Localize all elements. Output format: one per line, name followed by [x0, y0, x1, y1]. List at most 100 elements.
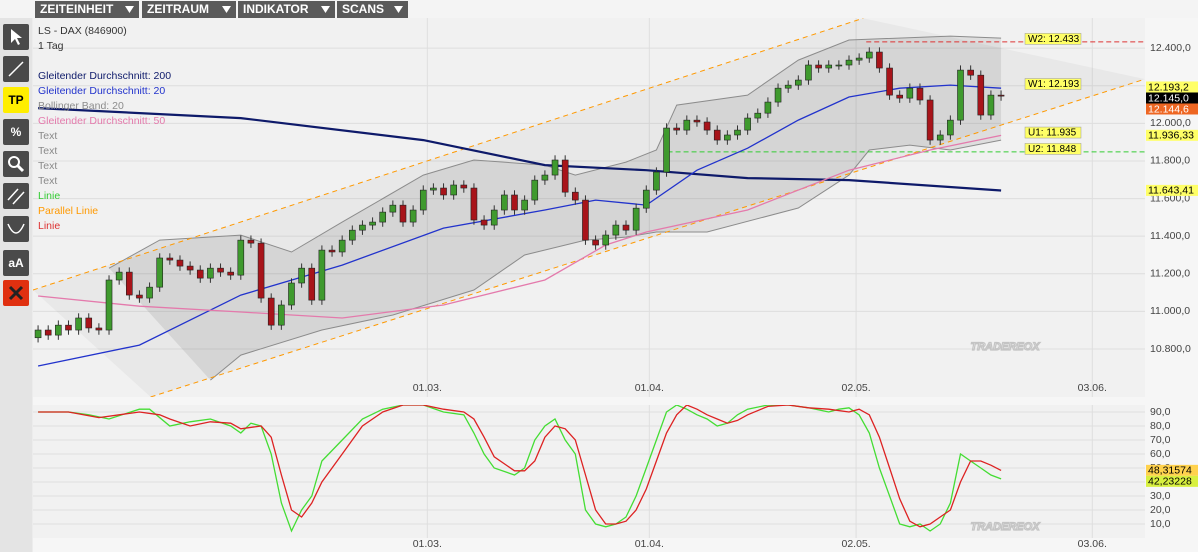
line-tool[interactable] — [3, 56, 29, 82]
candle-body — [267, 297, 275, 326]
menu-label: INDIKATOR — [243, 2, 309, 16]
caret — [125, 6, 134, 13]
text-tool[interactable]: aA — [3, 250, 29, 276]
candle-body — [440, 187, 447, 196]
price-label: 12.145,0 — [1148, 92, 1189, 104]
legend-entry: Linie — [38, 190, 60, 202]
curve-tool[interactable] — [3, 216, 29, 242]
menu-label: ZEITRAUM — [147, 2, 209, 16]
candle-body — [105, 279, 113, 331]
candle-body — [592, 239, 599, 246]
candle-body — [886, 67, 893, 96]
candle-body — [196, 269, 204, 279]
candle-body — [95, 327, 103, 331]
menu-label: ZEITEINHEIT — [40, 2, 114, 16]
parallel-tool[interactable] — [3, 183, 29, 209]
candle-body — [338, 239, 346, 253]
candle-body — [136, 294, 143, 299]
bollinger-lower — [210, 139, 1002, 381]
candle-body — [379, 211, 387, 223]
candle-body — [876, 51, 883, 69]
menu-button[interactable]: ZEITRAUM — [142, 1, 236, 18]
y-tick-label: 12.000,0 — [1150, 117, 1191, 129]
candle-body — [247, 239, 255, 244]
candle-body — [632, 207, 640, 231]
icon — [7, 223, 25, 234]
y-tick-label: 60,0 — [1150, 448, 1171, 460]
candle-body — [896, 94, 903, 99]
candle-body — [480, 219, 488, 226]
level-box — [1024, 126, 1082, 139]
tp-tool[interactable]: TP — [3, 87, 29, 113]
candle-body — [926, 99, 934, 141]
candle-body — [642, 189, 650, 209]
candle-body — [227, 271, 234, 276]
price-plot: TRADEREOX — [33, 18, 1145, 397]
candle-body — [744, 117, 751, 131]
oscillator-plot: TRADEREOX — [33, 405, 1145, 538]
menu-button[interactable]: ZEITEINHEIT — [35, 1, 139, 18]
level-label: W1: 12.193 — [1028, 79, 1080, 90]
candle-body — [389, 204, 397, 213]
candle-body — [156, 257, 164, 288]
x-tick-label: 03.06. — [1078, 382, 1107, 394]
legend-entry: Bollinger Band: 20 — [38, 100, 124, 112]
y-tick-label: 11.400,0 — [1150, 230, 1190, 242]
candle-body — [176, 259, 184, 267]
y-tick-label: 11.800,0 — [1150, 155, 1190, 167]
chart-subtitle: 1 Tag — [38, 40, 64, 52]
candle-body — [865, 51, 873, 59]
candle-body — [947, 119, 954, 136]
percent-tool[interactable]: % — [3, 119, 29, 145]
candle-body — [612, 224, 620, 236]
y-tick-label: 20,0 — [1150, 504, 1171, 516]
caret — [321, 6, 330, 13]
x-tick-label: 02.05. — [842, 538, 871, 550]
delete-tool[interactable] — [3, 280, 29, 306]
candle-body — [65, 324, 72, 331]
price-label: 12.193,2 — [1148, 81, 1189, 93]
parallel-line — [150, 78, 1145, 397]
price-label: 11.936,33 — [1148, 130, 1194, 142]
candle-body — [369, 221, 376, 226]
overlay: 10.800,011.000,011.200,011.400,011.600,0… — [38, 25, 1198, 550]
cursor-tool[interactable] — [3, 24, 29, 50]
icon — [8, 61, 24, 77]
legend-entry: Text — [38, 145, 57, 157]
value-label-box — [1146, 475, 1198, 487]
legend-entry: Parallel Linie — [38, 205, 98, 217]
candle-body — [967, 69, 974, 76]
oscillator-line — [38, 405, 1002, 533]
icon — [7, 188, 25, 205]
candle-body — [288, 282, 295, 306]
menu-button[interactable]: SCANS — [337, 1, 408, 18]
candle-body — [257, 242, 265, 299]
candle-body — [125, 271, 133, 296]
y-tick-label: 10.800,0 — [1150, 343, 1191, 355]
candle-body — [957, 69, 964, 121]
zoom-tool[interactable] — [3, 151, 29, 177]
candle-body — [835, 64, 843, 67]
candle-body — [825, 64, 833, 69]
candle-body — [207, 267, 214, 279]
candle-body — [490, 209, 498, 226]
candle-body — [278, 304, 285, 326]
menu-button[interactable]: INDIKATOR — [238, 1, 335, 18]
candle-body — [784, 84, 792, 89]
oscillator-line — [38, 405, 1002, 528]
level-label: U1: 11.935 — [1028, 128, 1077, 139]
icon — [11, 29, 22, 45]
y-tick-label: 70,0 — [1150, 434, 1171, 446]
candle-body — [541, 174, 549, 181]
legend-entry: Gleitender Durchschnitt: 200 — [38, 70, 171, 82]
candle-body — [561, 159, 569, 193]
icon — [8, 156, 25, 173]
candle-body — [166, 257, 174, 261]
candle-body — [693, 119, 701, 123]
candle-body — [997, 94, 1005, 97]
x-tick-label: 03.06. — [1078, 538, 1107, 550]
legend-entry: Gleitender Durchschnitt: 50 — [38, 115, 165, 127]
candle-body — [795, 79, 802, 86]
y-tick-label: 11.200,0 — [1150, 268, 1190, 280]
